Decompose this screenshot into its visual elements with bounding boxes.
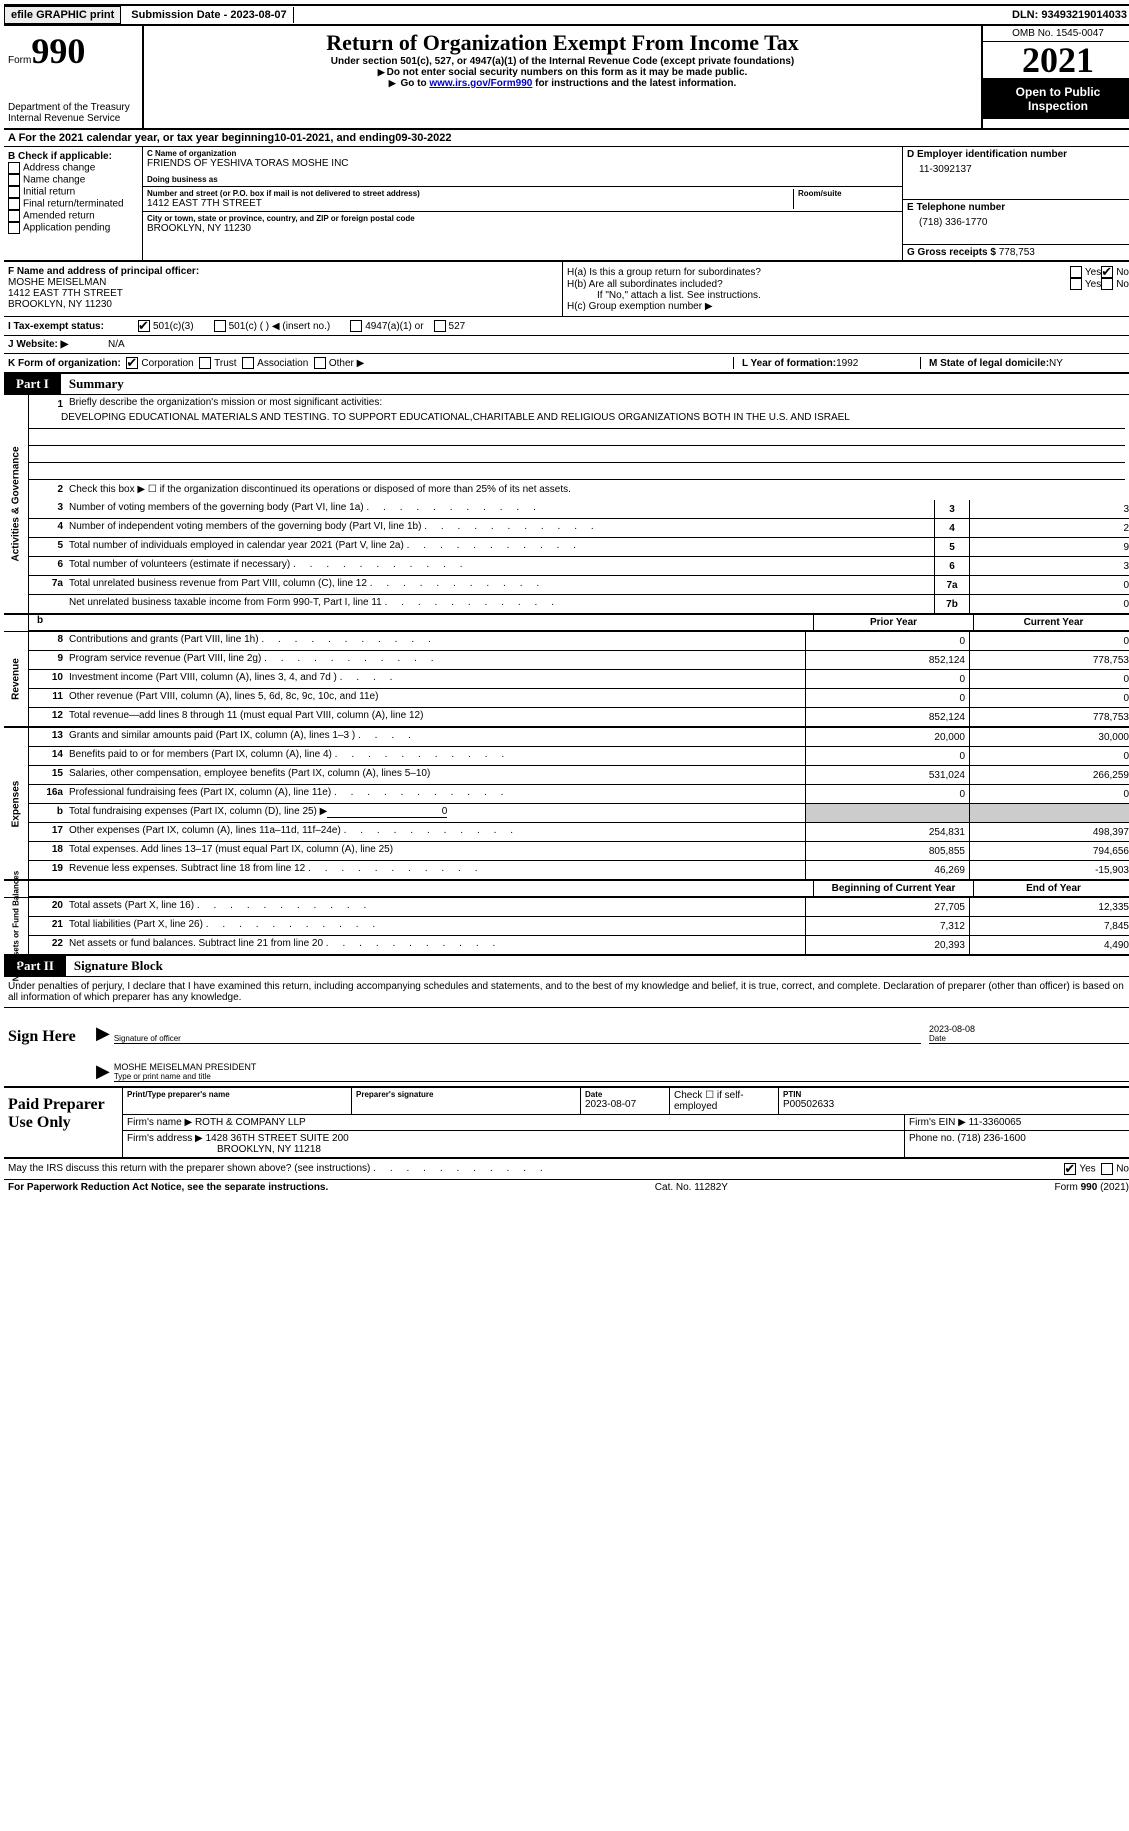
form-footer: For Paperwork Reduction Act Notice, see … xyxy=(4,1180,1129,1195)
summary-sec2: Revenue 8Contributions and grants (Part … xyxy=(4,632,1129,728)
firm-name: ROTH & COMPANY LLP xyxy=(195,1117,306,1128)
chk-discuss-no[interactable] xyxy=(1101,1163,1113,1175)
top-bar: efile GRAPHIC print Submission Date - 20… xyxy=(4,4,1129,26)
chk-501c3[interactable] xyxy=(138,320,150,332)
chk-assoc[interactable] xyxy=(242,357,254,369)
dept-label: Department of the Treasury Internal Reve… xyxy=(8,102,138,124)
row-f-h: F Name and address of principal officer:… xyxy=(4,262,1129,317)
sec3-label: Expenses xyxy=(11,780,22,827)
chk-501c[interactable] xyxy=(214,320,226,332)
mission-text: DEVELOPING EDUCATIONAL MATERIALS AND TES… xyxy=(29,412,1125,429)
org-street: 1412 EAST 7TH STREET xyxy=(147,198,789,209)
chk-application-pending[interactable] xyxy=(8,222,20,234)
arrow-icon: ▶ xyxy=(96,1061,110,1082)
signature-declaration: Under penalties of perjury, I declare th… xyxy=(4,977,1129,1008)
chk-hb-no[interactable] xyxy=(1101,278,1113,290)
form-label: Form xyxy=(8,55,31,66)
summary-sec4: Net Assets or Fund Balances 20Total asse… xyxy=(4,898,1129,956)
addr-block: Number and street (or P.O. box if mail i… xyxy=(143,187,902,212)
year-formation: 1992 xyxy=(836,358,858,369)
form-subtitle-2a: Do not enter social security numbers on … xyxy=(148,67,977,78)
chk-ha-no[interactable] xyxy=(1101,266,1113,278)
col-b-checkboxes: B Check if applicable: Address change Na… xyxy=(4,147,143,260)
col-d-ein: D Employer identification number 11-3092… xyxy=(903,147,1129,260)
row-k-form-org: K Form of organization: Corporation Trus… xyxy=(4,354,1129,374)
paid-preparer-block: Paid Preparer Use Only Print/Type prepar… xyxy=(4,1088,1129,1159)
summary-sec1: Activities & Governance 1Briefly describ… xyxy=(4,395,1129,615)
v7a: 0 xyxy=(969,576,1129,594)
sec1-label: Activities & Governance xyxy=(11,446,22,561)
v3: 3 xyxy=(969,500,1129,518)
chk-other[interactable] xyxy=(314,357,326,369)
col-header-2: Beginning of Current YearEnd of Year xyxy=(4,881,1129,898)
part-1-header: Part I Summary xyxy=(4,374,1129,395)
col-c-org-info: C Name of organization FRIENDS OF YESHIV… xyxy=(143,147,903,260)
submission-date: Submission Date - 2023-08-07 xyxy=(125,7,293,23)
open-to-public: Open to Public Inspection xyxy=(983,79,1129,119)
form-subtitle-2b: Go to www.irs.gov/Form990 for instructio… xyxy=(148,78,977,89)
form-title: Return of Organization Exempt From Incom… xyxy=(148,30,977,56)
row-i-tax-exempt: I Tax-exempt status: 501(c)(3) 501(c) ( … xyxy=(4,317,1129,336)
ein-value: 11-3092137 xyxy=(907,160,1129,175)
group-return: H(a) Is this a group return for subordin… xyxy=(563,262,1129,316)
org-name: FRIENDS OF YESHIVA TORAS MOSHE INC xyxy=(147,158,898,169)
officer-name-field: MOSHE MEISELMAN PRESIDENTType or print n… xyxy=(114,1050,1129,1082)
v5: 9 xyxy=(969,538,1129,556)
col-b-title: B Check if applicable: xyxy=(8,151,138,162)
chk-discuss-yes[interactable] xyxy=(1064,1163,1076,1175)
chk-4947[interactable] xyxy=(350,320,362,332)
v6: 3 xyxy=(969,557,1129,575)
website-value: N/A xyxy=(108,339,125,350)
efile-print-button[interactable]: efile GRAPHIC print xyxy=(4,6,121,24)
chk-trust[interactable] xyxy=(199,357,211,369)
tel-value: (718) 336-1770 xyxy=(907,213,1129,228)
principal-officer: F Name and address of principal officer:… xyxy=(4,262,563,316)
gross-receipts: 778,753 xyxy=(999,247,1035,258)
chk-initial-return[interactable] xyxy=(8,186,20,198)
form-header: Form990 Department of the Treasury Inter… xyxy=(4,26,1129,130)
entity-grid: B Check if applicable: Address change Na… xyxy=(4,147,1129,262)
row-j-website: J Website: ▶ N/A xyxy=(4,336,1129,354)
row-a-tax-year: A For the 2021 calendar year, or tax yea… xyxy=(4,130,1129,147)
firm-ein: 11-3360065 xyxy=(969,1117,1022,1128)
chk-address-change[interactable] xyxy=(8,162,20,174)
col-header-1: bPrior YearCurrent Year xyxy=(4,615,1129,632)
part-2-header: Part II Signature Block xyxy=(4,956,1129,977)
dln: DLN: 93493219014033 xyxy=(1012,9,1129,21)
tax-year: 2021 xyxy=(983,42,1129,79)
summary-sec3: Expenses 13Grants and similar amounts pa… xyxy=(4,728,1129,881)
omb-year-cell: OMB No. 1545-0047 2021 Open to Public In… xyxy=(983,26,1129,128)
sign-here-block: Sign Here ▶ Signature of officer 2023-08… xyxy=(4,1008,1129,1088)
officer-signature-field[interactable]: Signature of officer xyxy=(114,1022,921,1044)
chk-amended-return[interactable] xyxy=(8,210,20,222)
v7b: 0 xyxy=(969,595,1129,613)
sec4-label: Net Assets or Fund Balances xyxy=(12,871,21,981)
chk-corp[interactable] xyxy=(126,357,138,369)
chk-ha-yes[interactable] xyxy=(1070,266,1082,278)
sec2-label: Revenue xyxy=(11,658,22,700)
form-number: 990 xyxy=(31,31,85,71)
chk-final-return[interactable] xyxy=(8,198,20,210)
signature-date: 2023-08-08Date xyxy=(929,1012,1129,1044)
form-subtitle-1: Under section 501(c), 527, or 4947(a)(1)… xyxy=(148,56,977,67)
chk-name-change[interactable] xyxy=(8,174,20,186)
state-domicile: NY xyxy=(1049,358,1063,369)
irs-discuss-row: May the IRS discuss this return with the… xyxy=(4,1159,1129,1180)
arrow-icon: ▶ xyxy=(96,1023,110,1044)
city-block: City or town, state or province, country… xyxy=(143,212,902,236)
chk-527[interactable] xyxy=(434,320,446,332)
irs-link[interactable]: www.irs.gov/Form990 xyxy=(429,78,532,89)
form-title-cell: Return of Organization Exempt From Incom… xyxy=(144,26,983,128)
v4: 2 xyxy=(969,519,1129,537)
org-city: BROOKLYN, NY 11230 xyxy=(147,223,898,234)
chk-hb-yes[interactable] xyxy=(1070,278,1082,290)
firm-phone: (718) 236-1600 xyxy=(957,1133,1025,1144)
org-name-block: C Name of organization FRIENDS OF YESHIV… xyxy=(143,147,902,187)
form-number-cell: Form990 Department of the Treasury Inter… xyxy=(4,26,144,128)
